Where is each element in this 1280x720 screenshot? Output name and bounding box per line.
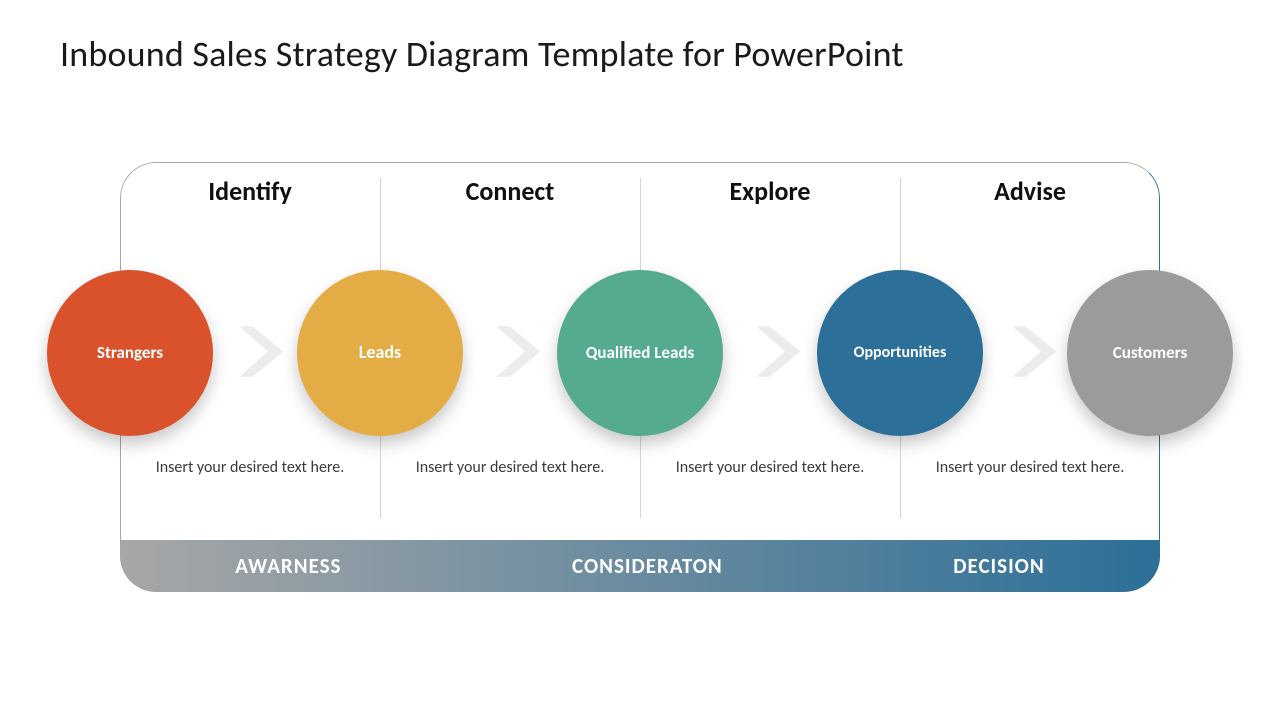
stage-descriptions-row: Insert your desired text here. Insert yo… — [120, 458, 1160, 478]
page-title: Inbound Sales Strategy Diagram Template … — [60, 32, 904, 76]
stage-desc-connect: Insert your desired text here. — [380, 458, 640, 478]
slide: Inbound Sales Strategy Diagram Template … — [0, 0, 1280, 720]
stage-headers-row: Identify Connect Explore Advise — [120, 175, 1160, 225]
stage-desc-explore: Insert your desired text here. — [640, 458, 900, 478]
stage-header-connect: Connect — [380, 175, 640, 225]
circle-label: Opportunities — [844, 343, 957, 362]
circle-customers: Customers — [1067, 270, 1233, 436]
stage-header-explore: Explore — [640, 175, 900, 225]
footer-phase-awareness: AWARNESS — [235, 553, 341, 579]
stage-header-advise: Advise — [900, 175, 1160, 225]
stage-desc-advise: Insert your desired text here. — [900, 458, 1160, 478]
footer-phase-decision: DECISION — [953, 553, 1044, 579]
circles-row: Strangers Leads Qualified Leads Opportun… — [0, 270, 1280, 450]
circle-strangers: Strangers — [47, 270, 213, 436]
circle-leads: Leads — [297, 270, 463, 436]
circle-label: Qualified Leads — [576, 343, 705, 363]
circle-qualified-leads: Qualified Leads — [557, 270, 723, 436]
circle-label: Leads — [349, 342, 411, 364]
circle-label: Customers — [1103, 343, 1198, 363]
stage-desc-identify: Insert your desired text here. — [120, 458, 380, 478]
stage-header-identify: Identify — [120, 175, 380, 225]
circle-label: Strangers — [87, 343, 173, 363]
footer-phases-bar: AWARNESS CONSIDERATON DECISION — [120, 540, 1160, 592]
circle-opportunities: Opportunities — [817, 270, 983, 436]
footer-phase-consideration: CONSIDERATON — [572, 553, 723, 579]
